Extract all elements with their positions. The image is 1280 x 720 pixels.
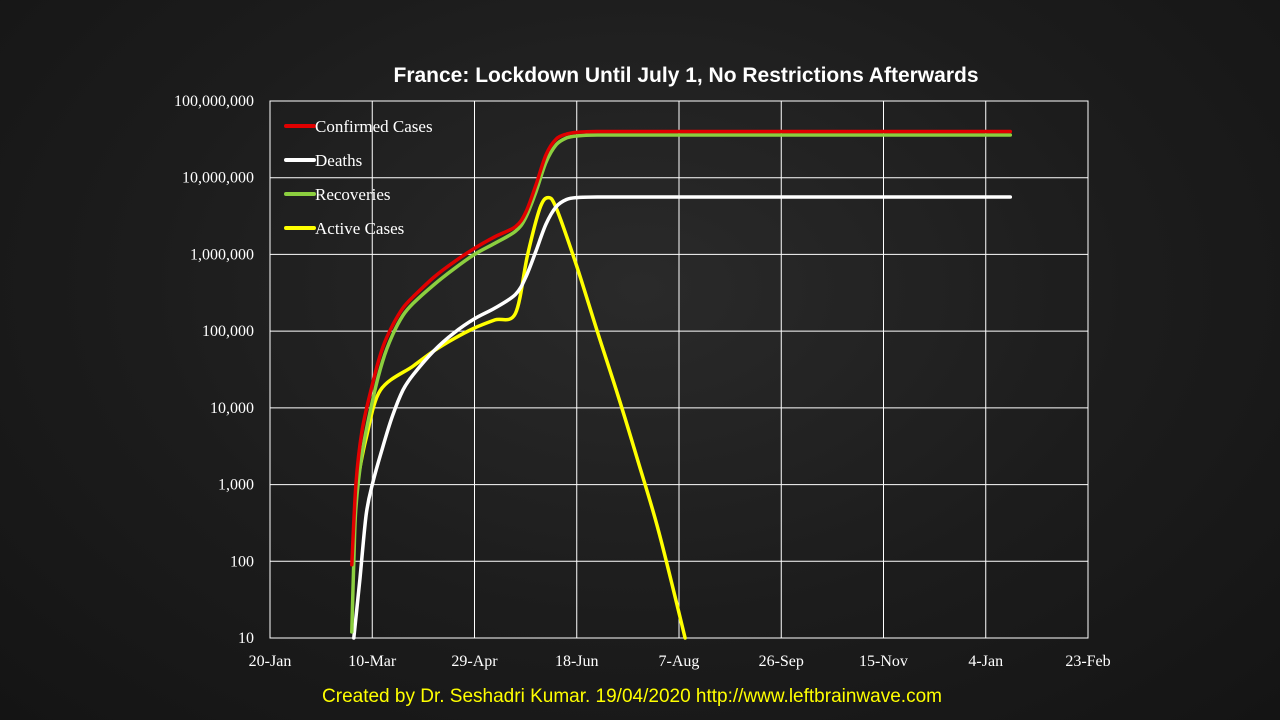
legend-label-active-cases: Active Cases: [315, 219, 404, 238]
chart-title: France: Lockdown Until July 1, No Restri…: [394, 64, 979, 87]
legend-label-deaths: Deaths: [315, 151, 362, 170]
axis-tick-labels: 10 100 1,000 10,000 100,000 1,000,000 10,000,0…: [174, 93, 1111, 670]
chart-series: [350, 129, 1013, 640]
x-tick-label: 4-Jan: [968, 653, 1003, 670]
x-tick-label: 15-Nov: [859, 653, 908, 670]
chart-legend: Confirmed Cases Deaths Recoveries Active Ca…: [284, 117, 433, 238]
y-tick-label: 10,000: [210, 400, 254, 417]
chart-grid: [269, 100, 1089, 639]
x-tick-label: 20-Jan: [249, 653, 292, 670]
x-tick-label: 10-Mar: [348, 653, 397, 670]
legend-label-confirmed-cases: Confirmed Cases: [315, 117, 433, 136]
x-tick-label: 26-Sep: [759, 653, 804, 670]
series-line-active-cases: [356, 195, 687, 640]
x-tick-label: 29-Apr: [451, 653, 498, 670]
series-line-confirmed-cases: [350, 129, 1013, 567]
y-tick-label: 100: [230, 553, 254, 570]
y-tick-label: 100,000,000: [174, 93, 254, 110]
y-tick-label: 1,000,000: [190, 246, 254, 263]
y-tick-label: 10: [238, 630, 254, 647]
series-line-deaths: [352, 195, 1013, 640]
x-tick-label: 7-Aug: [659, 653, 700, 670]
x-tick-label: 23-Feb: [1065, 653, 1110, 670]
y-tick-label: 1,000: [218, 477, 254, 494]
series-line-recoveries: [350, 133, 1013, 634]
y-tick-label: 100,000: [202, 323, 254, 340]
y-tick-label: 10,000,000: [182, 170, 254, 187]
credit-line: Created by Dr. Seshadri Kumar. 19/04/202…: [322, 686, 942, 707]
x-tick-label: 18-Jun: [555, 653, 599, 670]
legend-label-recoveries: Recoveries: [315, 185, 391, 204]
